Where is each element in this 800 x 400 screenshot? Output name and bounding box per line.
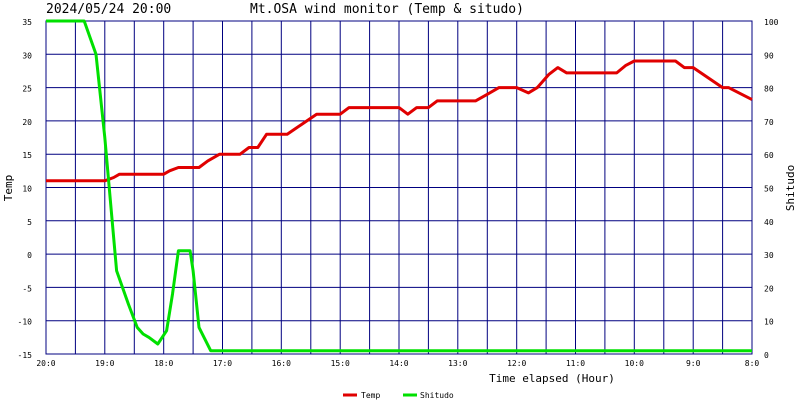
y-left-axis-label: Temp	[2, 175, 15, 202]
y-right-tick-label: 30	[764, 251, 774, 260]
y-left-tick-label: 10	[22, 185, 32, 194]
y-left-tick-label: 25	[22, 85, 32, 94]
legend-temp-label: Temp	[361, 391, 380, 400]
timestamp-label: 2024/05/24 20:00	[46, 2, 171, 17]
legend: Temp Shitudo	[343, 391, 454, 400]
y-left-tick-label: -15	[18, 351, 33, 360]
x-tick-label: 18:0	[154, 359, 173, 368]
y-right-tick-label: 40	[764, 218, 774, 227]
x-tick-label: 9:0	[686, 359, 701, 368]
x-tick-label: 16:0	[272, 359, 291, 368]
y-left-tick-label: -5	[22, 284, 32, 293]
series-line-temp	[46, 59, 753, 183]
legend-shitudo-label: Shitudo	[420, 391, 454, 400]
x-tick-label: 12:0	[507, 359, 526, 368]
y-left-tick-label: 15	[22, 151, 32, 160]
y-right-tick-label: 90	[764, 51, 774, 60]
y-right-tick-label: 80	[764, 85, 774, 94]
y-right-tick-label: 100	[764, 18, 779, 27]
series-layer	[46, 19, 753, 353]
y-right-axis-label: Shitudo	[784, 165, 797, 211]
x-tick-labels: 20:0 19:0 18:0 17:0 16:0 15:0 14:0 13:0 12:0 11:0…	[36, 359, 759, 368]
y-left-tick-labels: 35 30 25 20 15 10 5 0 -5 -10 -15	[18, 18, 33, 360]
x-tick-label: 13:0	[448, 359, 467, 368]
x-axis-label: Time elapsed (Hour)	[489, 372, 615, 385]
x-tick-label: 20:0	[36, 359, 55, 368]
y-right-tick-label: 50	[764, 185, 774, 194]
x-tick-label: 8:0	[745, 359, 760, 368]
x-tick-label: 10:0	[625, 359, 644, 368]
y-left-tick-label: 30	[22, 51, 32, 60]
y-left-tick-label: 5	[27, 218, 32, 227]
y-left-tick-label: 0	[27, 251, 32, 260]
y-right-tick-label: 20	[764, 284, 774, 293]
x-tick-label: 14:0	[389, 359, 408, 368]
y-right-tick-label: 10	[764, 318, 774, 327]
x-tick-label: 17:0	[213, 359, 232, 368]
x-tick-label: 15:0	[331, 359, 350, 368]
series-line-shitudo	[46, 19, 752, 353]
x-tick-label: 11:0	[566, 359, 585, 368]
y-right-tick-label: 0	[764, 351, 769, 360]
y-right-tick-label: 60	[764, 151, 774, 160]
y-left-tick-label: 35	[22, 18, 32, 27]
plot-frame	[45, 20, 753, 355]
y-left-tick-label: 20	[22, 118, 32, 127]
chart-title: Mt.OSA wind monitor (Temp & situdo)	[250, 2, 524, 17]
x-tick-label: 19:0	[95, 359, 114, 368]
y-left-tick-label: -10	[18, 318, 33, 327]
y-right-tick-label: 70	[764, 118, 774, 127]
